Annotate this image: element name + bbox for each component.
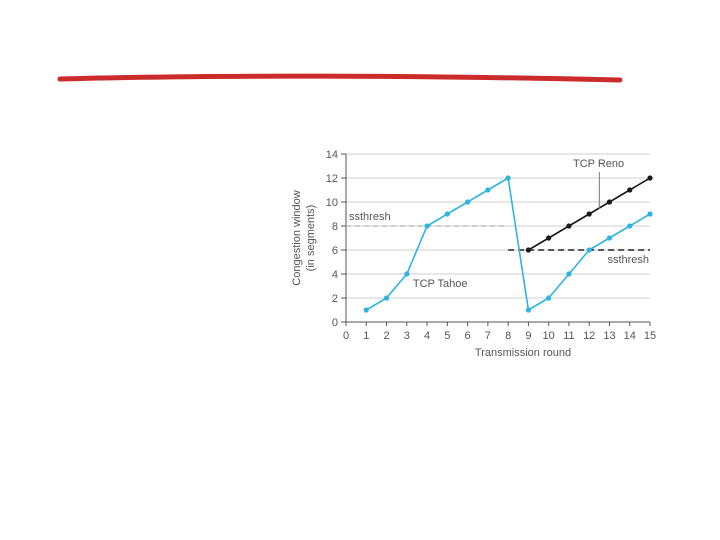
x-tick-label-13: 13	[603, 330, 615, 342]
x-tick-label-9: 9	[525, 330, 531, 342]
tcp-tahoe-point-12	[586, 247, 592, 253]
threshold-lines	[346, 225, 650, 251]
tcp-reno-point-12	[586, 211, 592, 217]
ssthresh-lower-label: ssthresh	[607, 254, 649, 266]
x-tick-label-1: 1	[363, 330, 369, 342]
y-tick-label-2: 2	[332, 293, 338, 305]
tcp-tahoe-point-14	[627, 223, 633, 229]
y-tick-label-0: 0	[332, 317, 338, 329]
ssthresh-upper-label: ssthresh	[349, 211, 391, 223]
x-tick-label-12: 12	[583, 330, 595, 342]
y-axis-label-line-2: (in segments)	[305, 205, 317, 272]
x-tick-label-10: 10	[543, 330, 555, 342]
tcp-reno-point-11	[566, 223, 572, 229]
tcp-tahoe-point-2	[383, 295, 390, 301]
tcp-tahoe-point-3	[404, 271, 410, 277]
grid-lines	[346, 153, 650, 299]
x-tick-label-2: 2	[383, 330, 389, 342]
x-tick-label-6: 6	[465, 330, 471, 342]
tcp-tahoe-point-4	[424, 223, 430, 229]
y-axis-label-line-1: Congestion window	[291, 190, 303, 285]
tcp-tahoe-line	[365, 177, 651, 311]
x-tick-label-0: 0	[343, 330, 349, 342]
congestion-window-chart: 0 2 4 6 8 10 12 14 0 1 2 3 4 5 6 7 8 9 10 11 12 13 14 15 Conges…	[286, 140, 666, 370]
tcp-tahoe-point-1	[363, 307, 369, 313]
x-tick-label-3: 3	[404, 330, 410, 342]
x-tick-label-5: 5	[444, 330, 450, 342]
tcp-reno-point-13	[606, 199, 613, 205]
tcp-tahoe-point-6	[465, 199, 471, 205]
y-tick-label-10: 10	[326, 197, 338, 209]
series-layer	[363, 175, 653, 313]
tcp-tahoe-point-10	[546, 295, 552, 301]
tcp-reno-point-15	[647, 175, 653, 181]
tcp-reno-point-9	[525, 247, 531, 253]
tcp-tahoe-point-13	[606, 235, 613, 241]
tcp-tahoe-point-7	[485, 187, 491, 193]
x-tick-label-7: 7	[485, 330, 491, 342]
x-axis-label: Transmission round	[475, 347, 571, 359]
y-tick-label-8: 8	[332, 221, 338, 233]
x-tick-label-8: 8	[505, 330, 511, 342]
x-tick-label-11: 11	[563, 330, 574, 342]
tcp-tahoe-label: TCP Tahoe	[413, 278, 468, 290]
y-tick-label-14: 14	[326, 149, 338, 161]
title-underline	[57, 73, 623, 83]
tcp-reno-point-10	[546, 235, 552, 241]
x-tick-label-4: 4	[424, 330, 430, 342]
y-tick-label-6: 6	[332, 245, 338, 257]
tcp-tahoe-point-15	[647, 211, 653, 217]
tcp-reno-point-14	[627, 187, 633, 193]
tcp-tahoe-point-9	[525, 307, 531, 313]
y-tick-label-4: 4	[332, 269, 338, 281]
x-tick-label-15: 15	[644, 330, 656, 342]
tcp-tahoe-point-11	[566, 271, 572, 277]
x-tick-label-14: 14	[624, 330, 636, 342]
tcp-tahoe-point-8	[505, 175, 511, 181]
axes	[341, 153, 651, 326]
tcp-tahoe-point-5	[444, 211, 450, 217]
tcp-reno-label: TCP Reno	[573, 158, 624, 170]
y-tick-label-12: 12	[326, 173, 338, 185]
